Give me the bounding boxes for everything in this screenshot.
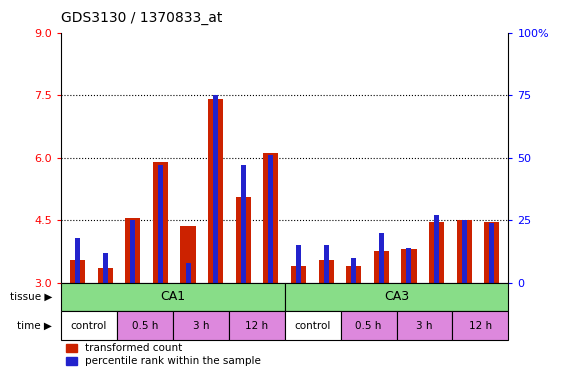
Bar (457, 220, 472, 283)
Bar (268, 155, 274, 283)
Bar (324, 245, 329, 283)
Bar (397, 311, 453, 340)
Bar (208, 99, 223, 283)
Bar (173, 311, 229, 340)
Text: control: control (71, 321, 107, 331)
Text: 3 h: 3 h (192, 321, 209, 331)
Bar (296, 245, 301, 283)
Bar (70, 260, 85, 283)
Bar (285, 311, 340, 340)
Bar (75, 238, 80, 283)
Text: 12 h: 12 h (245, 321, 268, 331)
Bar (181, 226, 196, 283)
Bar (453, 311, 508, 340)
Bar (61, 283, 285, 311)
Text: 3 h: 3 h (416, 321, 433, 331)
Bar (158, 165, 163, 283)
Bar (263, 154, 278, 283)
Bar (130, 220, 135, 283)
Bar (236, 197, 251, 283)
Bar (462, 220, 467, 283)
Bar (153, 162, 168, 283)
Bar (401, 249, 417, 283)
Bar (185, 263, 191, 283)
Bar (98, 268, 113, 283)
Bar (291, 266, 306, 283)
Bar (489, 223, 494, 283)
Text: control: control (295, 321, 331, 331)
Bar (117, 311, 173, 340)
Bar (407, 248, 411, 283)
Bar (229, 311, 285, 340)
Bar (318, 260, 333, 283)
Bar (346, 266, 361, 283)
Bar (484, 222, 500, 283)
Legend: transformed count, percentile rank within the sample: transformed count, percentile rank withi… (66, 343, 261, 366)
Bar (125, 218, 141, 283)
Bar (285, 283, 508, 311)
Text: 12 h: 12 h (469, 321, 492, 331)
Bar (241, 165, 246, 283)
Text: CA1: CA1 (160, 290, 185, 303)
Bar (352, 258, 356, 283)
Bar (374, 252, 389, 283)
Bar (103, 253, 107, 283)
Bar (379, 233, 384, 283)
Text: 0.5 h: 0.5 h (356, 321, 382, 331)
Text: GDS3130 / 1370833_at: GDS3130 / 1370833_at (61, 11, 223, 25)
Bar (340, 311, 396, 340)
Bar (61, 311, 117, 340)
Bar (434, 215, 439, 283)
Bar (429, 222, 444, 283)
Text: tissue ▶: tissue ▶ (10, 292, 52, 302)
Text: 0.5 h: 0.5 h (132, 321, 158, 331)
Text: time ▶: time ▶ (17, 321, 52, 331)
Text: CA3: CA3 (384, 290, 409, 303)
Bar (213, 95, 218, 283)
